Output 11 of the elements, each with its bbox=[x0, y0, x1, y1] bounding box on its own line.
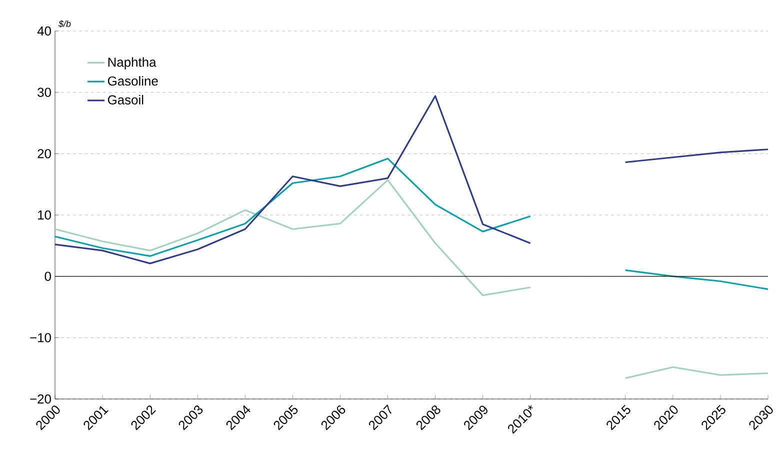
y-tick-label: 10 bbox=[38, 210, 51, 220]
y-tick-label: −20 bbox=[30, 394, 51, 404]
y-axis-title: $/b bbox=[58, 20, 71, 28]
y-tick-label: 20 bbox=[38, 149, 51, 158]
legend-label: Naphtha bbox=[108, 57, 156, 70]
y-tick-label: −10 bbox=[30, 333, 51, 342]
y-tick-label: 40 bbox=[37, 26, 51, 36]
y-tick-label: 0 bbox=[44, 272, 51, 281]
legend-label: Gasoline bbox=[108, 76, 158, 86]
legend-label: Gasoil bbox=[108, 94, 144, 104]
y-tick-label: 30 bbox=[38, 88, 51, 97]
